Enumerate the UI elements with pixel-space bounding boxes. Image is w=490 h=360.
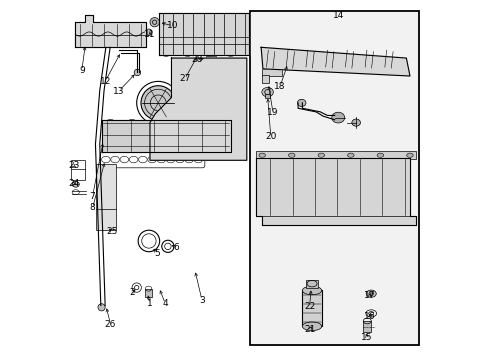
Ellipse shape bbox=[98, 304, 105, 311]
Bar bbox=[262, 69, 282, 76]
Ellipse shape bbox=[366, 290, 376, 297]
Text: 22: 22 bbox=[304, 302, 315, 311]
Text: 14: 14 bbox=[333, 10, 344, 19]
Bar bbox=[205, 55, 216, 59]
Text: 8: 8 bbox=[90, 203, 96, 212]
Ellipse shape bbox=[297, 99, 306, 107]
Polygon shape bbox=[159, 13, 248, 55]
Ellipse shape bbox=[134, 69, 141, 76]
Ellipse shape bbox=[347, 153, 354, 157]
Bar bbox=[302, 291, 322, 326]
Text: 1: 1 bbox=[147, 299, 153, 308]
Text: 6: 6 bbox=[173, 243, 179, 252]
Bar bbox=[265, 94, 270, 98]
Ellipse shape bbox=[206, 51, 212, 57]
Ellipse shape bbox=[184, 51, 191, 57]
Ellipse shape bbox=[227, 137, 234, 144]
Text: 26: 26 bbox=[105, 320, 116, 329]
Ellipse shape bbox=[227, 51, 234, 57]
Polygon shape bbox=[150, 58, 247, 160]
Text: 27: 27 bbox=[179, 75, 191, 84]
Ellipse shape bbox=[180, 137, 188, 144]
Text: 15: 15 bbox=[361, 333, 373, 342]
Ellipse shape bbox=[407, 153, 413, 157]
Text: 28: 28 bbox=[191, 55, 202, 64]
Text: 23: 23 bbox=[68, 161, 79, 170]
Ellipse shape bbox=[146, 29, 152, 36]
Polygon shape bbox=[101, 120, 231, 152]
Text: 3: 3 bbox=[199, 296, 205, 305]
Text: 13: 13 bbox=[113, 86, 124, 95]
Bar bbox=[262, 75, 269, 83]
Text: 17: 17 bbox=[364, 291, 375, 300]
Ellipse shape bbox=[141, 86, 175, 120]
Ellipse shape bbox=[72, 181, 79, 187]
Bar bbox=[146, 289, 152, 297]
Bar bbox=[256, 151, 416, 159]
Text: 11: 11 bbox=[144, 30, 156, 39]
Text: 7: 7 bbox=[90, 192, 96, 201]
Ellipse shape bbox=[171, 120, 179, 126]
Ellipse shape bbox=[302, 322, 322, 330]
Ellipse shape bbox=[221, 69, 229, 76]
Ellipse shape bbox=[128, 120, 136, 126]
Text: 16: 16 bbox=[364, 312, 375, 321]
Text: 12: 12 bbox=[99, 77, 111, 86]
Ellipse shape bbox=[262, 87, 273, 97]
Ellipse shape bbox=[149, 120, 158, 126]
Ellipse shape bbox=[192, 120, 201, 126]
Text: 9: 9 bbox=[79, 66, 85, 75]
Bar bbox=[71, 160, 85, 180]
Ellipse shape bbox=[377, 153, 384, 157]
Ellipse shape bbox=[318, 153, 324, 157]
Text: 24: 24 bbox=[68, 179, 79, 188]
Bar bbox=[96, 164, 116, 230]
Ellipse shape bbox=[302, 286, 322, 295]
Ellipse shape bbox=[352, 119, 361, 126]
Ellipse shape bbox=[106, 120, 115, 126]
Bar bbox=[364, 321, 371, 332]
Ellipse shape bbox=[289, 153, 295, 157]
Polygon shape bbox=[261, 47, 410, 76]
Text: 18: 18 bbox=[274, 82, 286, 91]
Text: 10: 10 bbox=[167, 21, 178, 30]
Bar bbox=[306, 280, 318, 288]
Text: 21: 21 bbox=[304, 325, 315, 334]
Text: 20: 20 bbox=[265, 132, 276, 141]
Polygon shape bbox=[74, 15, 147, 47]
Text: 2: 2 bbox=[129, 288, 135, 297]
Text: 25: 25 bbox=[107, 228, 118, 237]
Text: 19: 19 bbox=[267, 108, 279, 117]
Text: 4: 4 bbox=[163, 299, 168, 308]
Ellipse shape bbox=[180, 69, 188, 76]
Ellipse shape bbox=[214, 120, 222, 126]
Ellipse shape bbox=[259, 153, 266, 157]
Ellipse shape bbox=[332, 112, 344, 123]
Ellipse shape bbox=[150, 18, 159, 27]
Polygon shape bbox=[256, 158, 416, 225]
Bar bbox=[250, 12, 419, 345]
Ellipse shape bbox=[163, 51, 170, 57]
Text: 5: 5 bbox=[154, 249, 160, 258]
